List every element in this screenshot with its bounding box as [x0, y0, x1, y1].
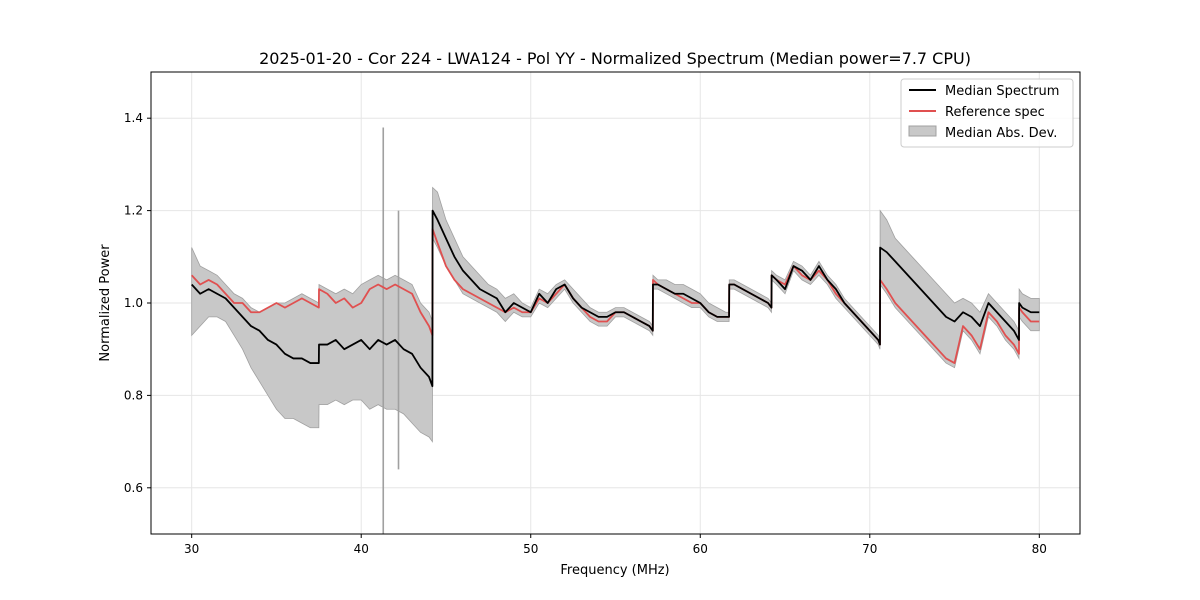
- y-tick-label: 1.0: [124, 296, 143, 310]
- mad-band: [191, 186, 1040, 443]
- legend-box: [900, 78, 1074, 148]
- legend-mad-swatch: [908, 125, 937, 137]
- plot-area: [191, 127, 1040, 534]
- x-tick-label: 50: [523, 542, 538, 556]
- x-axis-label: Frequency (MHz): [560, 563, 669, 578]
- x-tick-label: 40: [354, 542, 369, 556]
- x-axis: 30 40 50 60 70 80: [184, 534, 1047, 556]
- legend: Median Spectrum Reference spec Median Ab…: [900, 78, 1074, 148]
- y-tick-label: 1.4: [124, 111, 143, 125]
- legend-reference-label: Reference spec: [945, 105, 1045, 120]
- legend-mad-label: Median Abs. Dev.: [945, 126, 1057, 141]
- x-tick-label: 80: [1032, 542, 1047, 556]
- median-spectrum-line: [191, 209, 1040, 388]
- y-axis-label: Normalized Power: [98, 244, 113, 362]
- x-tick-label: 30: [184, 542, 199, 556]
- y-tick-label: 1.2: [124, 204, 143, 218]
- x-tick-label: 70: [862, 542, 877, 556]
- y-axis: 0.6 0.8 1.0 1.2 1.4: [124, 111, 151, 495]
- x-tick-label: 60: [693, 542, 708, 556]
- legend-median-label: Median Spectrum: [945, 84, 1059, 99]
- chart-title: 2025-01-20 - Cor 224 - LWA124 - Pol YY -…: [259, 49, 971, 68]
- y-tick-label: 0.6: [124, 481, 143, 495]
- y-tick-label: 0.8: [124, 388, 143, 402]
